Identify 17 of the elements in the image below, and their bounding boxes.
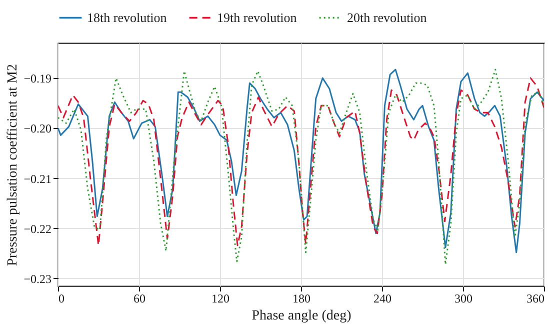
legend-label: 19th revolution bbox=[217, 10, 298, 25]
y-axis-title: Pressure pulsation coefficient at M2 bbox=[6, 64, 21, 266]
legend-label: 18th revolution bbox=[87, 10, 168, 25]
y-tick-label: −0.19 bbox=[24, 72, 52, 86]
x-tick-label: 300 bbox=[454, 292, 472, 306]
y-tick-label: −0.22 bbox=[24, 222, 52, 236]
x-tick-label: 0 bbox=[58, 292, 64, 306]
x-tick-label: 240 bbox=[374, 292, 392, 306]
x-tick-label: 360 bbox=[526, 292, 544, 306]
x-axis-title: Phase angle (deg) bbox=[252, 308, 352, 324]
legend-label: 20th revolution bbox=[347, 10, 428, 25]
x-tick-label: 60 bbox=[134, 292, 146, 306]
y-tick-label: −0.20 bbox=[24, 122, 52, 136]
y-tick-label: −0.21 bbox=[24, 172, 52, 186]
x-tick-label: 120 bbox=[212, 292, 230, 306]
y-tick-label: −0.23 bbox=[24, 272, 52, 286]
x-tick-label: 180 bbox=[292, 292, 310, 306]
